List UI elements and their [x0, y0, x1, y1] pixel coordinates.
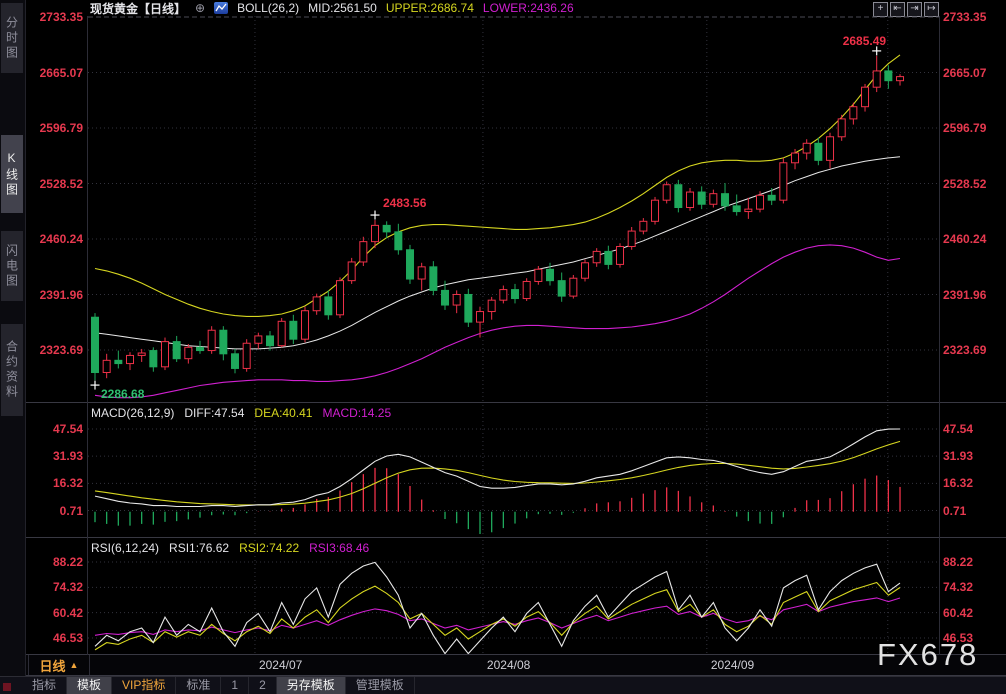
- period-selector[interactable]: 日线 ▲: [28, 655, 90, 675]
- boll-label: BOLL(26,2): [237, 1, 300, 15]
- boll-upper-value: UPPER:2686.74: [385, 1, 474, 15]
- axis-tick-label: 2665.07: [39, 65, 83, 80]
- axis-tick-label: 46.53: [52, 631, 83, 645]
- axis-tick-label: 74.32: [943, 580, 974, 595]
- chart-header: 现货黄金【日线】 ⊕ BOLL(26,2) MID:2561.50 UPPER:…: [90, 0, 574, 16]
- sidebar-item-contract-info[interactable]: 合约资料: [1, 324, 23, 416]
- toolbar-item[interactable]: 模板: [67, 677, 113, 694]
- macd-dea-value: DEA:40.41: [254, 406, 313, 420]
- boll-mid-value: MID:2561.50: [308, 1, 377, 15]
- axis-tick-label: 88.22: [52, 555, 83, 569]
- rsi-pane[interactable]: [88, 540, 939, 659]
- axis-tick-label: 74.32: [52, 580, 83, 595]
- boll-lower-value: LOWER:2436.26: [482, 1, 574, 15]
- axis-tick-label: 47.54: [943, 422, 974, 436]
- axis-tick-label: 46.53: [943, 631, 974, 645]
- sidebar-item-timeshare[interactable]: 分时图: [1, 3, 23, 73]
- axis-tick-label: 2460.24: [943, 232, 987, 246]
- axis-tick-label: 31.93: [943, 449, 974, 464]
- rsi-header: RSI(6,12,24) RSI1:76.62 RSI2:74.22 RSI3:…: [91, 541, 369, 556]
- pan-right-icon[interactable]: ⇥: [907, 2, 922, 17]
- x-axis-date-label: 2024/07: [258, 658, 303, 672]
- axis-tick-label: 2665.07: [943, 65, 987, 80]
- axis-tick-label: 2391.96: [943, 287, 987, 302]
- axis-tick-label: 0.71: [943, 503, 967, 518]
- pane-separator: [26, 675, 1006, 676]
- pan-edge-icon[interactable]: ↦: [924, 2, 939, 17]
- price-annotation: 2685.49: [842, 33, 887, 48]
- sidebar-item-label: 合约资料: [4, 340, 19, 400]
- chart-window-icons: + ⇤ ⇥ ↦: [873, 2, 939, 17]
- x-axis-date-label: 2024/09: [710, 658, 755, 672]
- main-chart-pane[interactable]: [88, 16, 939, 407]
- x-axis-date-label: 2024/08: [486, 658, 531, 672]
- indicator-badge-icon: [214, 2, 229, 14]
- rsi1-value: RSI1:76.62: [169, 541, 230, 555]
- status-dot: [3, 683, 11, 691]
- pan-left-icon[interactable]: ⇤: [890, 2, 905, 17]
- price-annotation: 2286.68: [101, 387, 145, 402]
- pane-separator: [26, 402, 1006, 403]
- axis-tick-label: 2460.24: [39, 232, 83, 246]
- toolbar-item[interactable]: 指标: [22, 677, 68, 694]
- axis-tick-label: 2733.35: [39, 10, 83, 24]
- time-axis: 日线 ▲ 2024/07 2024/08 2024/09: [26, 655, 1006, 675]
- macd-diff-value: DIFF:47.54: [184, 406, 245, 420]
- axis-tick-label: 0.71: [59, 503, 83, 518]
- sidebar-item-label: 分时图: [4, 15, 19, 61]
- axis-tick-label: 2323.69: [39, 343, 83, 357]
- rsi-name: RSI(6,12,24): [91, 541, 160, 555]
- plot-right-border: [939, 16, 940, 655]
- toolbar-item[interactable]: 标准: [176, 677, 222, 694]
- macd-name: MACD(26,12,9): [91, 406, 175, 420]
- toolbar-item[interactable]: 另存模板: [276, 677, 346, 694]
- toolbar-item[interactable]: 2: [249, 677, 277, 694]
- bottom-toolbar: 指标 模板 VIP指标 标准 1 2 另存模板 管理模板: [0, 676, 1006, 694]
- axis-tick-label: 47.54: [52, 422, 83, 436]
- plot-left-border: [87, 16, 88, 655]
- rsi2-value: RSI2:74.22: [239, 541, 300, 555]
- axis-tick-label: 60.42: [52, 605, 83, 620]
- axis-tick-label: 88.22: [943, 555, 974, 569]
- axis-tick-label: 16.32: [943, 476, 974, 491]
- sidebar-item-kline[interactable]: K线图: [1, 135, 23, 213]
- expand-icon[interactable]: ⊕: [195, 1, 206, 15]
- axis-tick-label: 2391.96: [39, 287, 83, 302]
- pane-separator: [26, 537, 1006, 538]
- macd-value: MACD:14.25: [322, 406, 392, 420]
- axis-tick-label: 2596.79: [943, 121, 987, 135]
- toolbar-item[interactable]: 管理模板: [346, 677, 415, 694]
- chart-type-sidebar: 分时图 K线图 闪电图 合约资料: [0, 0, 26, 676]
- chevron-up-icon: ▲: [69, 660, 79, 670]
- axis-tick-label: 2528.52: [39, 176, 83, 191]
- axis-tick-label: 2323.69: [943, 343, 987, 357]
- crosshair-icon[interactable]: +: [873, 2, 888, 17]
- symbol-title: 现货黄金【日线】: [90, 1, 187, 16]
- axis-tick-label: 2733.35: [943, 10, 987, 24]
- period-label: 日线: [39, 658, 66, 674]
- sidebar-item-label: 闪电图: [4, 243, 19, 289]
- axis-tick-label: 31.93: [52, 449, 83, 464]
- axis-tick-label: 16.32: [52, 476, 83, 491]
- macd-pane[interactable]: [88, 405, 939, 541]
- pane-separator: [26, 654, 1006, 655]
- sidebar-item-lightning[interactable]: 闪电图: [1, 231, 23, 301]
- watermark: FX678: [877, 637, 979, 672]
- sidebar-item-label: K线图: [4, 150, 19, 198]
- axis-tick-label: 2596.79: [39, 121, 83, 135]
- rsi3-value: RSI3:68.46: [309, 541, 370, 555]
- axis-tick-label: 60.42: [943, 605, 974, 620]
- macd-header: MACD(26,12,9) DIFF:47.54 DEA:40.41 MACD:…: [91, 406, 391, 421]
- toolbar-item[interactable]: VIP指标: [112, 677, 177, 694]
- axis-tick-label: 2528.52: [943, 176, 987, 191]
- price-annotation: 2483.56: [383, 196, 427, 211]
- toolbar-item[interactable]: 1: [221, 677, 250, 694]
